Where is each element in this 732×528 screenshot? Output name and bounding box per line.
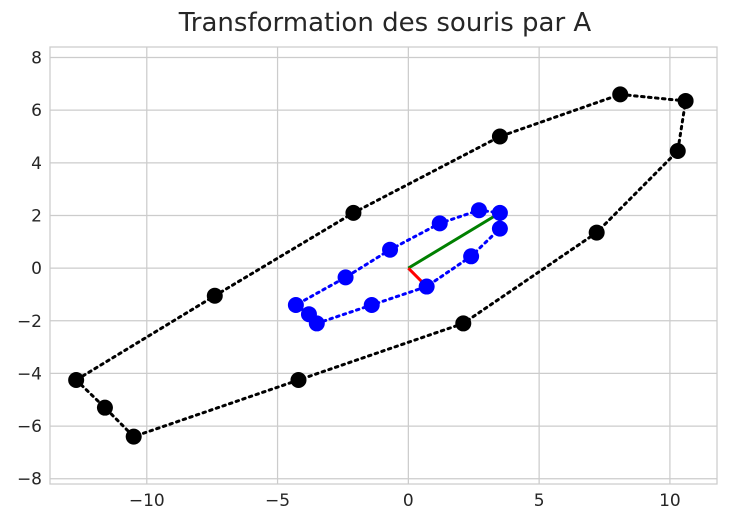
series-2-point [308,315,325,332]
series-2-point [470,202,487,219]
series-2-point [431,215,448,232]
series-2-point [491,220,508,237]
series-1-point [491,128,508,145]
series-1-point [669,142,686,159]
vector-1 [407,211,501,270]
series-1-point [345,204,362,221]
vectors [407,211,501,288]
y-tick-label: 2 [31,206,42,226]
series-1-point [677,92,694,109]
series-1-point [68,372,85,389]
series-2-point [287,296,304,313]
series-2-line [294,208,502,326]
plot-frame [49,46,718,485]
x-axis: −10 −5 0 5 10 [129,491,681,511]
markers [68,86,694,445]
series-2-point [363,296,380,313]
y-axis: −8 −6 −4 −2 0 2 4 6 8 [17,49,42,490]
series-1-line [74,92,688,439]
y-tick-label: 8 [31,49,42,69]
x-tick-label: −10 [129,491,165,511]
series-1-point [96,399,113,416]
grid [50,47,717,484]
series-1-point [588,224,605,241]
y-tick-label: −8 [17,470,42,490]
y-tick-label: 6 [31,101,42,121]
series-2-point [337,269,354,286]
y-tick-label: −6 [17,417,42,437]
x-tick-label: 5 [534,491,545,511]
y-tick-label: 4 [31,154,42,174]
series-1-point [612,86,629,103]
series-2-point [463,248,480,265]
y-tick-label: −2 [17,312,42,332]
x-tick-label: 10 [659,491,681,511]
series-1-point [290,372,307,389]
series-1-point [125,428,142,445]
series-lines [74,92,688,439]
y-tick-label: −4 [17,364,42,384]
x-tick-label: −5 [265,491,290,511]
series-2-point [382,241,399,258]
series-2-point [491,204,508,221]
chart-title: Transformation des souris par A [178,8,592,38]
series-2-point [418,278,435,295]
x-tick-label: 0 [403,491,414,511]
y-tick-label: 0 [31,259,42,279]
series-1-point [455,315,472,332]
series-1-point [206,287,223,304]
